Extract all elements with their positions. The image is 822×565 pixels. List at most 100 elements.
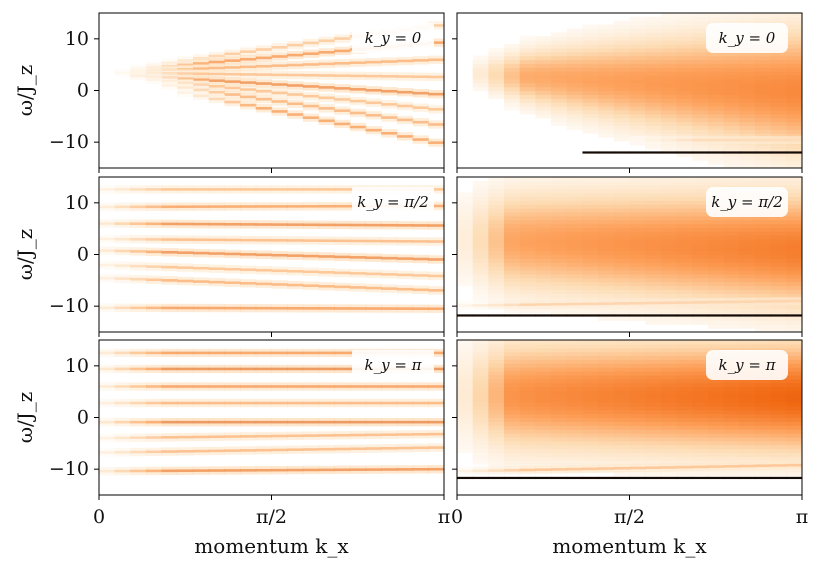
band-halo	[428, 417, 444, 427]
band-halo	[582, 464, 599, 473]
spectral-weight-cell	[676, 316, 693, 321]
band-halo	[645, 135, 662, 145]
band-halo	[193, 432, 210, 442]
spectral-weight-cell	[551, 192, 568, 197]
spectral-weight-cell	[535, 67, 552, 72]
spectral-weight-cell	[582, 192, 599, 197]
spectral-weight-cell	[770, 402, 787, 407]
spectral-weight-cell	[504, 208, 521, 213]
spectral-weight-cell	[598, 340, 615, 345]
spectral-weight-cell	[629, 250, 646, 256]
band-halo	[130, 235, 147, 244]
spectral-weight-cell	[786, 340, 802, 345]
spectral-weight-cell	[535, 208, 552, 213]
band-halo	[193, 382, 210, 391]
spectral-weight-cell	[551, 250, 568, 256]
spectral-weight-cell	[707, 246, 725, 252]
spectral-weight-cell	[707, 277, 725, 283]
panel-label: k_y = π/2	[711, 193, 783, 211]
spectral-weight-cell	[692, 320, 709, 325]
spectral-weight-cell	[566, 262, 584, 267]
spectral-weight-cell	[566, 421, 584, 426]
spectral-weight-cell	[645, 289, 662, 294]
spectral-weight-cell	[582, 40, 599, 45]
spectral-weight-cell	[723, 219, 740, 225]
spectral-weight-cell	[754, 144, 772, 150]
spectral-weight-cell	[692, 359, 709, 364]
band-halo	[161, 447, 179, 456]
spectral-weight-cell	[676, 413, 693, 419]
spectral-weight-cell	[519, 188, 537, 194]
band-halo	[114, 246, 131, 256]
band-halo	[161, 248, 179, 257]
spectral-weight-cell	[770, 90, 787, 95]
band-halo	[224, 249, 241, 259]
spectral-weight-cell	[535, 436, 552, 442]
spectral-weight-cell	[770, 16, 787, 22]
spectral-weight-cell	[660, 382, 678, 388]
spectral-weight-cell	[786, 227, 802, 232]
spectral-weight-cell	[645, 285, 662, 290]
spectral-weight-cell	[692, 24, 709, 30]
band-halo	[208, 220, 226, 229]
spectral-weight-cell	[645, 227, 662, 232]
band-halo	[224, 466, 241, 475]
spectral-weight-cell	[629, 211, 646, 217]
spectral-weight-cell	[566, 28, 584, 33]
spectral-weight-cell	[660, 460, 678, 465]
spectral-weight-cell	[645, 281, 662, 287]
spectral-weight-cell	[770, 444, 787, 450]
spectral-weight-cell	[582, 32, 599, 37]
band-halo	[208, 249, 226, 258]
spectral-weight-cell	[488, 386, 505, 391]
spectral-weight-cell	[472, 262, 489, 267]
spectral-weight-cell	[723, 71, 740, 76]
spectral-weight-cell	[613, 250, 631, 256]
spectral-weight-cell	[723, 386, 740, 391]
band-halo	[302, 267, 320, 276]
spectral-weight-cell	[645, 308, 662, 314]
spectral-weight-cell	[488, 444, 505, 450]
spectral-weight-cell	[504, 277, 521, 283]
band-halo	[177, 466, 194, 475]
spectral-weight-cell	[676, 121, 693, 126]
spectral-weight-cell	[457, 363, 474, 368]
band-halo	[287, 81, 304, 90]
spectral-weight-cell	[472, 433, 489, 438]
spectral-weight-cell	[692, 55, 709, 61]
spectral-weight-cell	[629, 386, 646, 391]
spectral-weight-cell	[488, 262, 505, 267]
spectral-weight-cell	[786, 28, 802, 33]
band-halo	[177, 88, 194, 97]
band-halo	[177, 263, 194, 272]
spectral-weight-cell	[660, 340, 678, 345]
spectral-weight-cell	[692, 231, 709, 236]
spectral-weight-cell	[613, 277, 631, 283]
spectral-weight-cell	[754, 413, 772, 419]
band-halo	[629, 299, 646, 308]
band-halo	[208, 76, 226, 85]
spectral-weight-cell	[707, 215, 725, 221]
spectral-weight-cell	[566, 246, 584, 252]
band-halo	[99, 260, 116, 270]
spectral-weight-cell	[723, 215, 740, 221]
spectral-weight-cell	[629, 355, 646, 360]
band-halo	[177, 276, 194, 286]
spectral-weight-cell	[754, 98, 772, 103]
spectral-weight-cell	[566, 270, 584, 275]
spectral-weight-cell	[488, 177, 505, 182]
band-halo	[770, 135, 787, 145]
band-segment	[613, 314, 631, 317]
spectral-weight-cell	[613, 196, 631, 201]
spectral-weight-cell	[457, 281, 474, 287]
spectral-weight-cell	[457, 440, 474, 446]
band-halo	[255, 104, 273, 113]
spectral-weight-cell	[582, 440, 599, 446]
spectral-weight-cell	[660, 258, 678, 263]
band-halo	[334, 71, 351, 80]
spectral-weight-cell	[598, 227, 615, 232]
spectral-weight-cell	[770, 343, 787, 349]
spectral-weight-cell	[786, 394, 802, 399]
spectral-weight-cell	[739, 304, 756, 310]
band-halo	[208, 69, 226, 79]
